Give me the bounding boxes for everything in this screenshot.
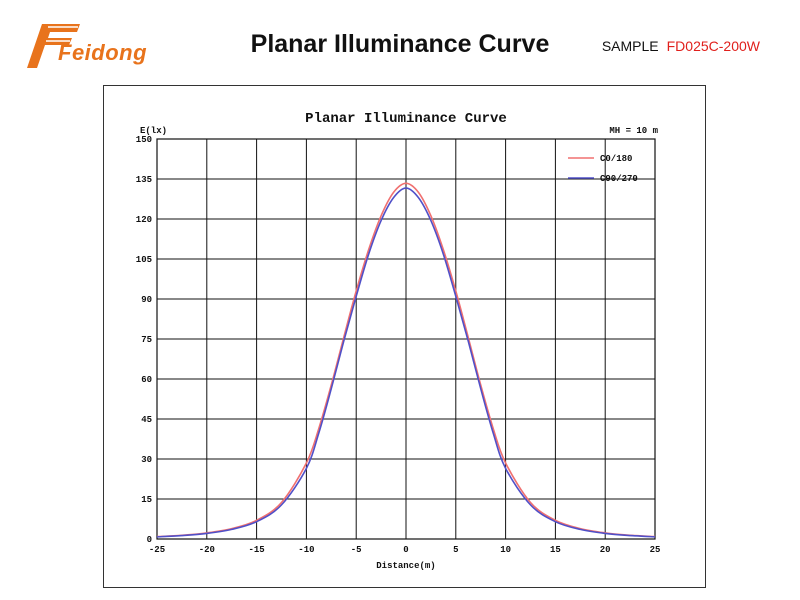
sample-info: SAMPLE FD025C-200W	[602, 38, 760, 54]
y-tick-label: 45	[141, 415, 152, 425]
x-tick-label: -5	[351, 545, 362, 555]
y-tick-label: 75	[141, 335, 152, 345]
x-tick-label: -20	[199, 545, 215, 555]
legend: C0/180 C90/270	[568, 154, 638, 184]
plot-border	[156, 138, 656, 540]
x-tick-label: -15	[248, 545, 264, 555]
x-tick-label: -10	[298, 545, 314, 555]
illuminance-chart: Planar Illuminance Curve E(lx) MH = 10 m…	[136, 111, 661, 571]
series-line-c0-180	[156, 182, 656, 538]
x-axis-label: Distance(m)	[376, 561, 435, 571]
series-line-c90-270	[156, 187, 656, 538]
x-tick-label: 5	[453, 545, 458, 555]
x-tick-label: -25	[149, 545, 165, 555]
sample-code: FD025C-200W	[666, 38, 760, 54]
x-tick-label: 20	[600, 545, 611, 555]
x-tick-label: 15	[550, 545, 561, 555]
x-tick-label: 25	[650, 545, 661, 555]
logo-f-mark-icon	[27, 24, 80, 68]
y-axis-label: E(lx)	[140, 126, 167, 136]
y-tick-label: 30	[141, 455, 152, 465]
sample-label: SAMPLE	[601, 38, 659, 54]
page-title: Planar Illuminance Curve	[250, 30, 550, 58]
y-tick-label: 90	[141, 295, 152, 305]
y-tick-label: 60	[141, 375, 152, 385]
y-tick-label: 135	[136, 175, 152, 185]
x-tick-label: 0	[403, 545, 408, 555]
legend-label: C0/180	[600, 154, 632, 164]
feidong-logo	[27, 24, 80, 68]
y-tick-label: 150	[136, 135, 152, 145]
logo-text: Feidong	[58, 40, 148, 65]
series-lines	[156, 182, 656, 538]
y-tick-label: 0	[147, 535, 152, 545]
chart-frame: Planar Illuminance Curve E(lx) MH = 10 m…	[103, 85, 706, 588]
grid	[156, 138, 656, 540]
y-tick-label: 15	[141, 495, 152, 505]
x-tick-label: 10	[500, 545, 511, 555]
chart-title: Planar Illuminance Curve	[305, 111, 507, 127]
legend-label: C90/270	[600, 174, 638, 184]
y-tick-label: 105	[136, 255, 152, 265]
y-tick-label: 120	[136, 215, 152, 225]
tick-labels: -25 -20 -15 -10 -5 0 5 10 15 20 25 0 15 30 45 60 75 90 105…	[136, 135, 661, 555]
chart-annotation: MH = 10 m	[609, 126, 658, 136]
